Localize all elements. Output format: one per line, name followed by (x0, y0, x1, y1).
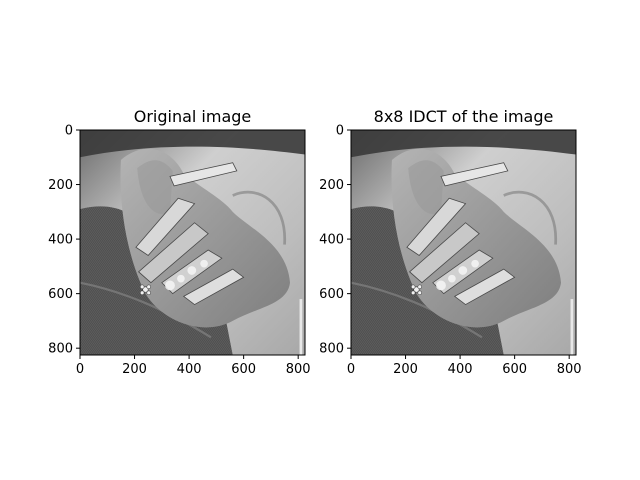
y-tick-label: 200 (48, 178, 73, 193)
chart-title-2: 8x8 IDCT of the image (374, 107, 554, 126)
y-tick-label: 600 (48, 287, 73, 302)
axes-frame-2 (350, 129, 577, 356)
grayscale-image-1 (78, 128, 307, 357)
x-tick-label: 600 (502, 362, 527, 377)
y-tick-label: 800 (48, 342, 73, 357)
axes-frame-1 (79, 129, 306, 356)
x-tick-label: 200 (122, 362, 147, 377)
x-tick-label: 0 (347, 362, 355, 377)
y-tick-label: 800 (319, 342, 344, 357)
x-tick-label: 400 (448, 362, 473, 377)
y-tick-label: 400 (319, 233, 344, 248)
y-tick-label: 200 (319, 178, 344, 193)
y-tick-label: 600 (319, 287, 344, 302)
x-tick-label: 200 (393, 362, 418, 377)
x-tick-label: 800 (286, 362, 311, 377)
x-tick-label: 600 (231, 362, 256, 377)
x-tick-label: 0 (76, 362, 84, 377)
x-tick-label: 400 (177, 362, 202, 377)
x-tick-label: 800 (557, 362, 582, 377)
y-tick-label: 0 (65, 124, 73, 139)
grayscale-image-2 (349, 128, 578, 357)
chart-title-1: Original image (134, 107, 252, 126)
y-tick-label: 0 (336, 124, 344, 139)
y-tick-label: 400 (48, 233, 73, 248)
